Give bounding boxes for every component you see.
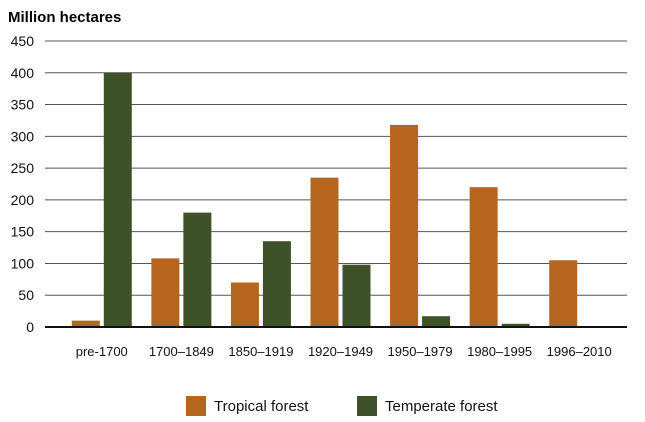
legend-label: Temperate forest xyxy=(385,398,498,415)
bar-temperate-forest xyxy=(422,316,451,327)
bar-tropical-forest xyxy=(71,320,100,327)
x-tick-label: 1700–1849 xyxy=(149,344,214,359)
x-tick-label: 1996–2010 xyxy=(547,344,612,359)
bar-temperate-forest xyxy=(103,72,132,328)
x-tick-label: 1950–1979 xyxy=(388,344,453,359)
y-tick-label: 200 xyxy=(11,192,35,208)
bar-tropical-forest xyxy=(230,282,259,327)
y-tick-label: 100 xyxy=(11,255,35,271)
bar-tropical-forest xyxy=(549,260,578,327)
y-tick-label: 300 xyxy=(11,128,35,144)
x-tick-label: 1850–1919 xyxy=(228,344,293,359)
bar-tropical-forest xyxy=(469,187,498,327)
bar-temperate-forest xyxy=(262,241,291,327)
y-tick-label: 450 xyxy=(11,33,35,49)
legend-swatch xyxy=(186,396,206,416)
x-tick-label: 1920–1949 xyxy=(308,344,373,359)
y-tick-label: 250 xyxy=(11,160,35,176)
legend-label: Tropical forest xyxy=(214,398,309,415)
y-axis-title: Million hectares xyxy=(8,9,121,26)
gridlines xyxy=(45,40,627,296)
y-tick-label: 0 xyxy=(26,319,34,335)
x-tick-label: pre-1700 xyxy=(76,344,128,359)
x-tick-labels: pre-1700 1700–1849 1850–1919 1920–1949 1950–… xyxy=(76,344,612,359)
y-tick-labels: 0 50 100 150 200 250 300 350 400 450 xyxy=(11,33,35,335)
bar-tropical-forest xyxy=(310,177,339,327)
bar-temperate-forest xyxy=(183,212,212,327)
y-tick-label: 400 xyxy=(11,65,35,81)
legend: Tropical forest Temperate forest xyxy=(186,396,498,416)
bar-tropical-forest xyxy=(390,124,419,327)
legend-swatch xyxy=(357,396,377,416)
bars xyxy=(71,72,578,328)
y-tick-label: 50 xyxy=(18,287,34,303)
bar-tropical-forest xyxy=(151,258,180,327)
y-tick-label: 150 xyxy=(11,224,35,240)
y-tick-label: 350 xyxy=(11,97,35,113)
x-tick-label: 1980–1995 xyxy=(467,344,532,359)
bar-temperate-forest xyxy=(342,264,371,327)
bar-temperate-forest xyxy=(501,323,530,327)
